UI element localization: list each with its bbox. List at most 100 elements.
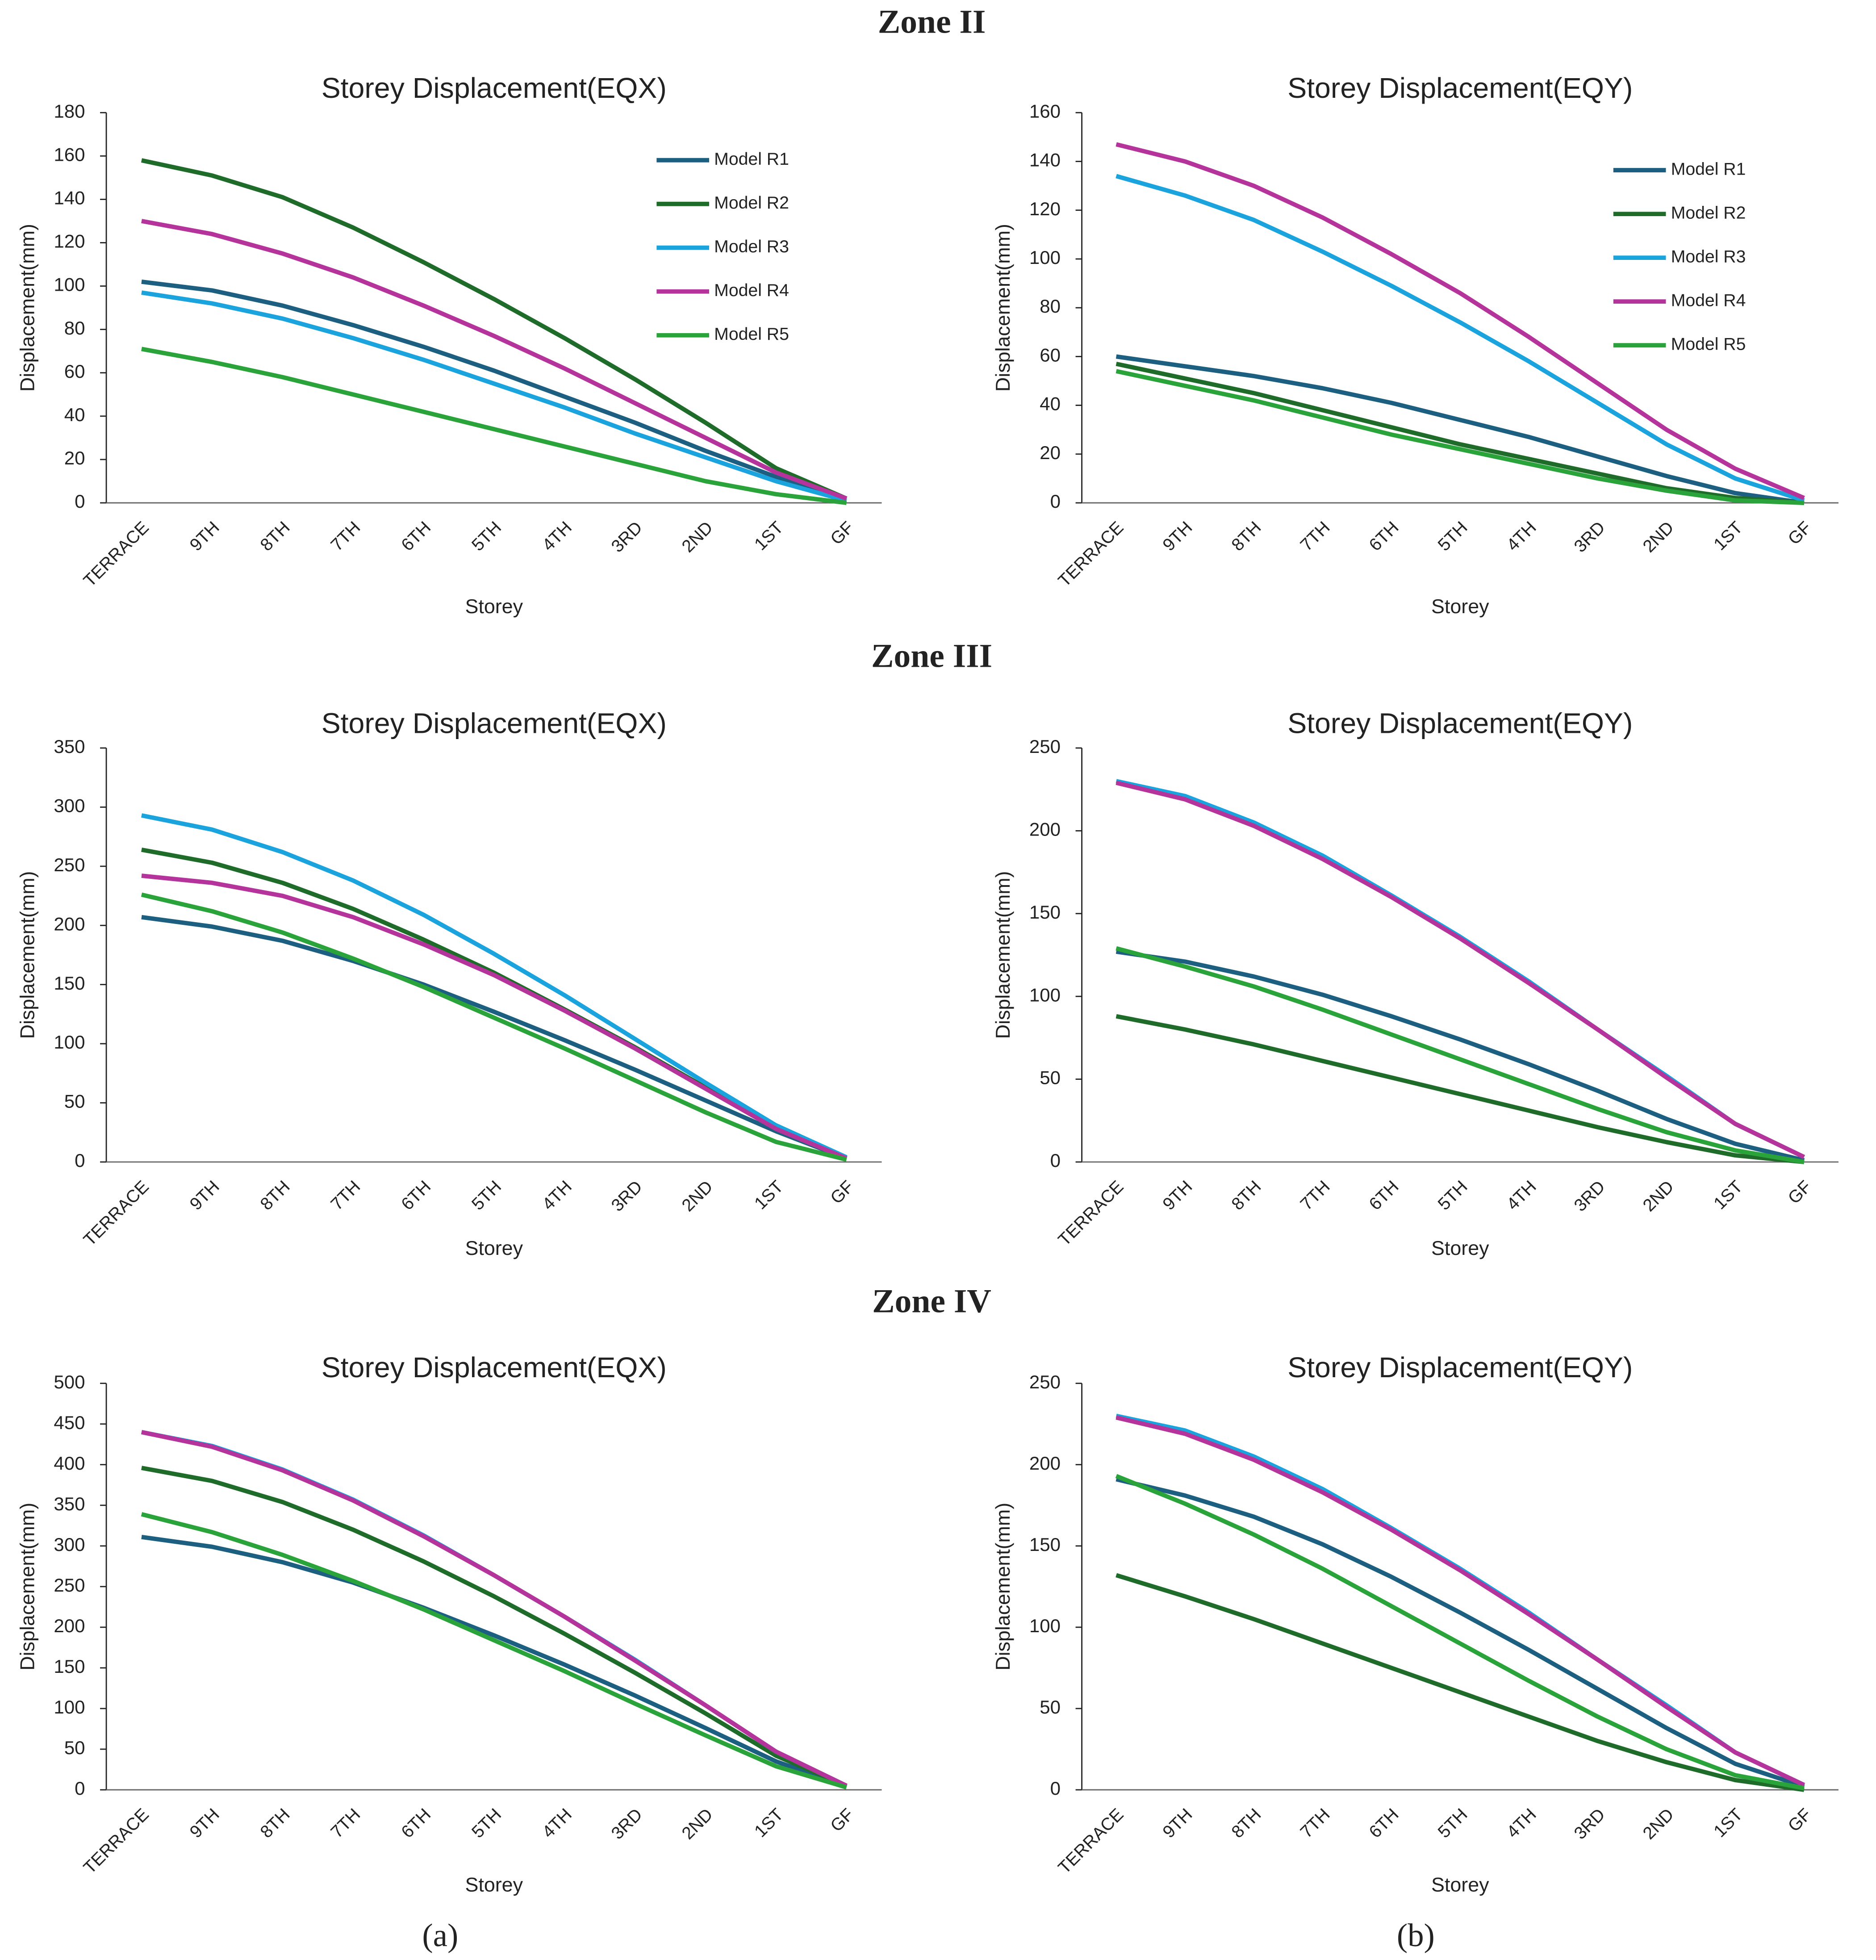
- y-tick-label: 160: [1029, 100, 1061, 121]
- series-line: [1116, 354, 1805, 505]
- y-tick-label: 50: [64, 1091, 85, 1112]
- x-tick-label: 4TH: [539, 518, 576, 555]
- x-tick-label: 2ND: [678, 1805, 717, 1843]
- series-line: [1116, 949, 1805, 1163]
- x-axis-label: Storey: [1431, 1237, 1489, 1259]
- series-line: [141, 219, 848, 501]
- x-tick-label: 8TH: [257, 518, 294, 555]
- y-axis-label: Displacement(mm): [992, 871, 1014, 1039]
- legend-label: Model R1: [714, 150, 789, 169]
- x-tick-label: 9TH: [186, 1177, 223, 1214]
- y-tick-label: 0: [1050, 1778, 1061, 1799]
- zone-heading: Zone II: [878, 4, 986, 41]
- y-tick-label: 0: [1050, 1150, 1061, 1171]
- x-tick-label: TERRACE: [80, 1177, 153, 1250]
- x-tick-label: 6TH: [398, 518, 435, 555]
- y-axis-label: Displacement(mm): [992, 1503, 1014, 1671]
- y-tick-label: 250: [1029, 1371, 1061, 1392]
- legend-label: Model R1: [1671, 159, 1746, 179]
- x-tick-label: 2ND: [678, 518, 717, 556]
- y-tick-label: 0: [1050, 491, 1061, 512]
- series-line: [141, 280, 847, 501]
- series-line: [141, 347, 847, 505]
- legend-label: Model R5: [714, 325, 789, 344]
- x-tick-label: 1ST: [1710, 1177, 1746, 1213]
- x-tick-label: 6TH: [1366, 1805, 1403, 1842]
- y-tick-label: 20: [1040, 442, 1061, 463]
- y-tick-label: 100: [1029, 984, 1061, 1005]
- legend-label: Model R4: [714, 281, 789, 300]
- y-tick-label: 20: [64, 447, 85, 468]
- y-tick-label: 200: [1029, 819, 1061, 840]
- chart-title: Storey Displacement(EQY): [1287, 1351, 1633, 1383]
- y-tick-label: 60: [1040, 344, 1061, 365]
- x-axis-label: Storey: [465, 595, 523, 618]
- y-tick-label: 80: [1040, 296, 1061, 317]
- x-tick-label: 2ND: [1639, 1805, 1678, 1843]
- series-line: [141, 1466, 848, 1788]
- x-tick-label: 4TH: [539, 1177, 576, 1214]
- x-tick-label: 3RD: [1571, 518, 1609, 556]
- y-tick-label: 40: [64, 404, 85, 425]
- series-line: [141, 290, 847, 503]
- y-tick-label: 100: [54, 1032, 85, 1053]
- y-tick-label: 140: [1029, 150, 1061, 171]
- x-tick-label: 1ST: [751, 518, 787, 554]
- x-tick-label: 7TH: [327, 518, 364, 555]
- x-tick-label: TERRACE: [1055, 1805, 1128, 1878]
- y-tick-label: 0: [75, 1150, 85, 1171]
- series-line: [1116, 361, 1805, 505]
- x-tick-label: 1ST: [1710, 518, 1746, 554]
- x-tick-label: 4TH: [1503, 518, 1540, 555]
- x-tick-label: 7TH: [1297, 1805, 1334, 1842]
- series-line: [1116, 946, 1805, 1164]
- series-line: [141, 847, 848, 1161]
- series-line: [1116, 781, 1805, 1159]
- x-tick-label: 9TH: [1159, 518, 1196, 555]
- x-tick-label: 5TH: [468, 518, 505, 555]
- y-tick-label: 60: [64, 361, 85, 382]
- legend-label: Model R2: [714, 193, 789, 213]
- x-tick-label: 5TH: [468, 1177, 505, 1214]
- x-tick-label: 2ND: [1639, 518, 1678, 556]
- x-tick-label: 3RD: [608, 518, 646, 556]
- y-tick-label: 350: [54, 1493, 85, 1514]
- y-tick-label: 150: [54, 973, 85, 994]
- series-line: [141, 1512, 847, 1790]
- y-tick-label: 0: [75, 1778, 85, 1799]
- x-tick-label: 4TH: [1503, 1177, 1540, 1214]
- series-line: [1116, 1573, 1805, 1792]
- x-tick-label: 6TH: [1366, 1177, 1403, 1214]
- x-tick-label: 1ST: [1710, 1805, 1746, 1841]
- y-axis-label: Displacement(mm): [16, 224, 38, 392]
- y-tick-label: 120: [54, 231, 85, 252]
- series-line: [141, 892, 847, 1162]
- x-axis-label: Storey: [465, 1237, 523, 1259]
- series-line: [141, 915, 848, 1161]
- series-line: [141, 873, 848, 1161]
- y-tick-label: 200: [54, 913, 85, 934]
- x-tick-label: 8TH: [257, 1805, 294, 1842]
- x-tick-label: 8TH: [1228, 1805, 1265, 1842]
- x-tick-label: GF: [827, 1805, 858, 1836]
- x-tick-label: GF: [1784, 1805, 1815, 1836]
- x-tick-label: 5TH: [1434, 518, 1471, 555]
- y-tick-label: 50: [1040, 1067, 1061, 1088]
- x-axis-label: Storey: [1431, 595, 1489, 618]
- x-tick-label: 9TH: [1159, 1805, 1196, 1842]
- x-tick-label: 6TH: [398, 1805, 435, 1842]
- y-tick-label: 150: [1029, 1534, 1061, 1555]
- series-line: [1116, 369, 1805, 505]
- panel-label: (b): [1397, 1917, 1435, 1953]
- x-tick-label: 3RD: [608, 1177, 646, 1216]
- x-tick-label: TERRACE: [1055, 1177, 1128, 1250]
- x-tick-label: GF: [1784, 518, 1815, 549]
- y-tick-label: 400: [54, 1453, 85, 1474]
- series-line: [141, 158, 848, 501]
- y-tick-label: 300: [54, 1534, 85, 1555]
- y-tick-label: 150: [1029, 902, 1061, 923]
- legend-label: Model R3: [1671, 247, 1746, 266]
- y-tick-label: 160: [54, 144, 85, 165]
- series-line: [141, 1534, 848, 1789]
